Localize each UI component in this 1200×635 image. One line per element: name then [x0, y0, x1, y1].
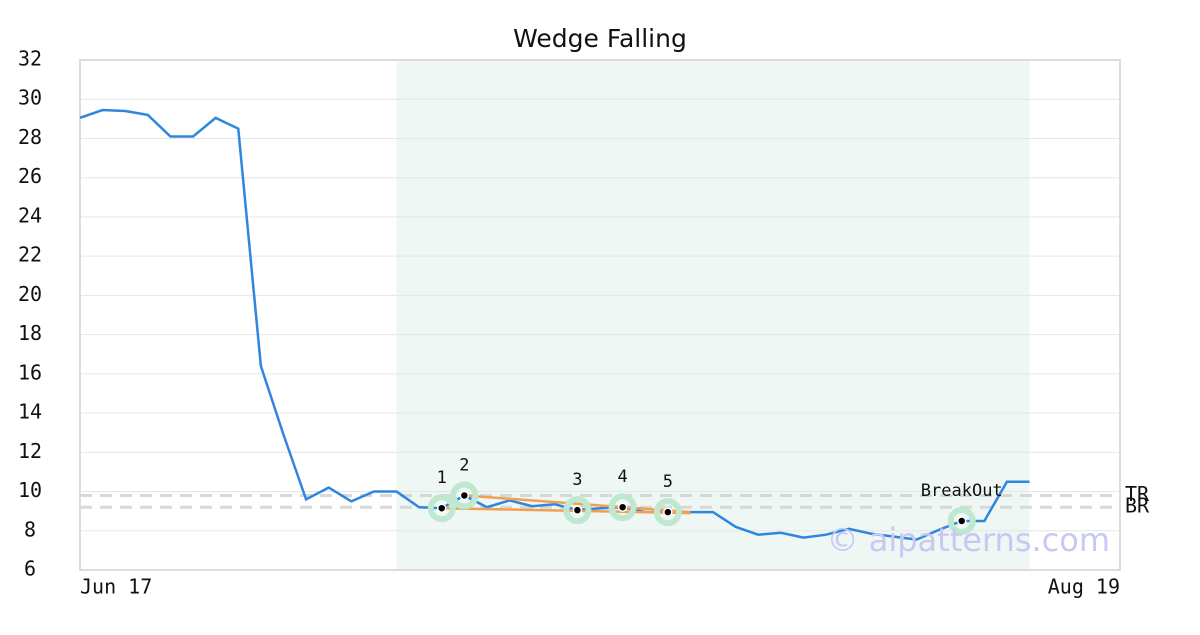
plot-frame	[79, 59, 1121, 571]
pattern-region	[396, 60, 1030, 570]
marker-label: 4	[617, 467, 627, 487]
x-tick-label: Jun 17	[80, 575, 152, 599]
y-tick-label: 10	[18, 478, 42, 502]
chart-title: Wedge Falling	[513, 24, 687, 53]
y-tick-label: 16	[18, 360, 42, 384]
y-tick-label: 8	[24, 517, 36, 541]
y-tick-label: 32	[18, 47, 42, 71]
price-line	[79, 108, 1030, 541]
marker-dot	[617, 502, 628, 512]
y-tick-label: 24	[18, 203, 42, 227]
y-tick-label: 18	[18, 321, 42, 345]
marker-label: BreakOut	[921, 481, 1003, 501]
y-tick-label: 14	[18, 400, 42, 424]
y-tick-label: 20	[18, 282, 42, 306]
marker-label: 5	[663, 472, 673, 492]
marker-dot	[572, 505, 583, 515]
y-tick-label: 22	[18, 243, 42, 267]
marker-halo	[563, 496, 592, 525]
watermark: © aipatterns.com	[827, 521, 1110, 559]
marker-halo	[608, 493, 637, 522]
marker-dot	[459, 490, 470, 501]
marker-label: 2	[459, 455, 469, 475]
marker-dot	[956, 516, 967, 526]
level-label: BR	[1125, 494, 1150, 518]
marker-halo	[427, 494, 456, 523]
marker-label: 3	[572, 470, 582, 490]
marker-dot	[436, 503, 447, 513]
x-tick-label: Aug 19	[1048, 575, 1120, 599]
y-tick-label: 28	[18, 125, 42, 149]
level-label: TR	[1125, 482, 1150, 506]
marker-halo	[653, 498, 682, 527]
y-tick-label: 12	[18, 439, 42, 463]
marker-label: 1	[437, 468, 447, 488]
trend-line	[464, 494, 691, 514]
marker-halo	[450, 481, 479, 510]
marker-dot	[663, 507, 673, 517]
marker-halo	[947, 506, 976, 535]
y-tick-label: 26	[18, 164, 42, 188]
y-tick-label: 30	[18, 86, 42, 110]
y-tick-label: 6	[24, 557, 36, 581]
